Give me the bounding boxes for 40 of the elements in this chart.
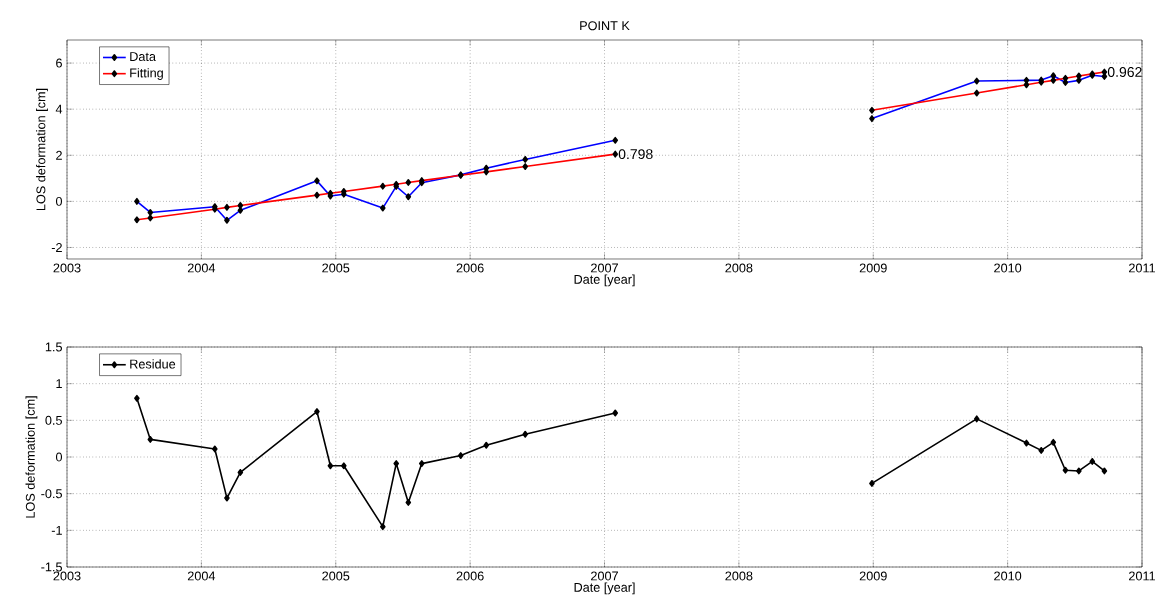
x-axis-title: Date [year]	[574, 582, 635, 595]
y-axis-title: LOS deformation [cm]	[36, 88, 48, 211]
x-tick-label: 2004	[187, 571, 216, 581]
y-axis-title: LOS deformation [cm]	[25, 396, 38, 518]
x-tick-label: 2006	[456, 263, 484, 273]
y-tick-label: 4	[55, 104, 63, 114]
legend-label: Fitting	[130, 68, 163, 80]
x-tick-label: 2008	[725, 263, 753, 273]
y-tick-label: 0.5	[45, 415, 62, 425]
x-tick-label: 2005	[322, 263, 350, 273]
y-tick-label: -1.5	[41, 562, 62, 572]
y-tick-label: -1	[51, 525, 62, 535]
annotation: 0.962	[1107, 67, 1142, 78]
x-axis-title: Date [year]	[574, 274, 635, 287]
x-tick-label: 2008	[725, 571, 753, 581]
x-tick-label: 2010	[994, 263, 1022, 273]
y-tick-label: 0	[55, 196, 63, 206]
x-tick-label: 2007	[591, 263, 618, 273]
y-tick-label: 2	[56, 150, 62, 160]
x-tick-label: 2009	[859, 571, 887, 581]
x-tick-label: 2004	[187, 263, 216, 273]
y-tick-label: 6	[56, 58, 62, 68]
y-tick-label: 0	[55, 452, 63, 462]
chart-title: POINT K	[580, 21, 630, 31]
annotation: 0.798	[618, 149, 653, 160]
x-tick-label: 2003	[53, 571, 81, 581]
y-tick-label: 1.5	[45, 342, 62, 352]
x-tick-label: 2011	[1129, 571, 1155, 581]
x-tick-label: 2005	[322, 571, 350, 581]
y-tick-label: -2	[51, 243, 62, 252]
x-tick-label: 2011	[1129, 263, 1155, 273]
y-tick-label: 1	[56, 379, 62, 389]
x-tick-label: 2003	[53, 263, 81, 273]
x-tick-label: 2006	[456, 571, 484, 581]
legend-label: Data	[130, 52, 156, 62]
y-tick-label: -0.5	[41, 489, 62, 499]
x-tick-label: 2009	[859, 263, 887, 273]
x-tick-label: 2010	[994, 571, 1022, 581]
x-tick-label: 2007	[591, 571, 618, 581]
legend-label: Residue	[130, 359, 176, 369]
